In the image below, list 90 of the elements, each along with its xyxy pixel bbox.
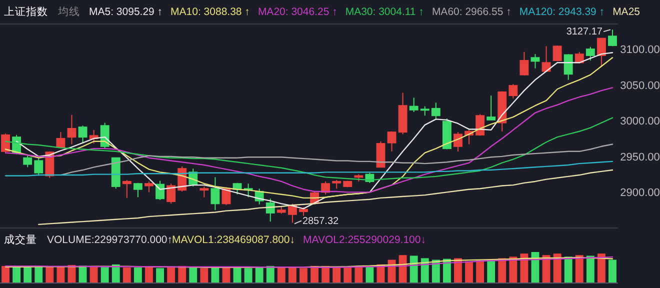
bar — [344, 268, 352, 283]
candlestick — [56, 132, 66, 148]
text: MA30: 3004.11 ↑ — [345, 6, 424, 18]
bar — [288, 268, 296, 283]
bar — [553, 254, 562, 283]
series-label: MAVOL2:255290029.100↓ — [302, 234, 426, 246]
text: MA20: 3046.25 ↑ — [258, 6, 338, 18]
candlestick — [288, 203, 297, 224]
bar — [100, 266, 109, 283]
bar — [255, 268, 264, 283]
bar — [145, 266, 153, 283]
candlestick — [122, 180, 132, 198]
candlestick — [166, 183, 176, 204]
annotation: 3127.17 — [566, 26, 603, 38]
text: MA5: 3095.29 ↑ — [89, 6, 163, 18]
bar — [410, 256, 418, 283]
text: MA10: 3088.38 ↑ — [170, 6, 250, 18]
bar — [575, 255, 584, 283]
bar — [90, 266, 98, 283]
bar — [2, 266, 10, 283]
candlestick — [23, 155, 32, 168]
candlestick — [156, 180, 164, 201]
series-label: MAVOL1:238469087.800↓ — [172, 234, 295, 246]
bar — [12, 266, 21, 283]
candlestick — [387, 130, 396, 152]
bar — [487, 260, 496, 283]
bar — [178, 266, 186, 283]
line-series — [38, 169, 614, 226]
bar — [332, 268, 341, 283]
candlestick — [409, 97, 418, 113]
bar — [476, 260, 484, 283]
candlestick — [420, 106, 430, 116]
bar — [46, 266, 54, 283]
series-label: VOLUME:229973770.000↑ — [47, 234, 173, 246]
candlestick — [1, 133, 10, 154]
bar — [200, 268, 208, 283]
text: MA120: 2943.39 ↑ — [519, 6, 605, 18]
bar — [398, 255, 407, 283]
text: MA25 — [612, 6, 640, 18]
candlestick — [596, 38, 606, 68]
bar — [189, 268, 198, 283]
candlestick — [376, 140, 386, 168]
candlestick — [431, 102, 440, 120]
bar — [300, 268, 308, 283]
candlestick — [34, 158, 44, 176]
candlestick — [200, 186, 209, 198]
legend-title: 均线 — [57, 5, 80, 18]
candlestick — [67, 114, 76, 145]
candlestick — [530, 54, 540, 69]
candlestick — [486, 95, 496, 120]
candlestick — [454, 132, 462, 152]
bar — [564, 256, 572, 283]
candlestick — [144, 180, 154, 193]
chart-title: 成交量 — [4, 233, 37, 246]
bar — [34, 266, 43, 283]
y-tick-label: 3050.00 — [620, 80, 660, 92]
y-tick-label: 3000.00 — [620, 116, 660, 128]
bar — [167, 268, 176, 283]
bar — [509, 256, 518, 283]
candlestick — [564, 54, 573, 80]
bar — [277, 268, 286, 283]
bar — [24, 268, 32, 283]
annotation: 2857.32 — [302, 216, 340, 227]
bar — [597, 254, 606, 283]
y-tick-label: 3100.00 — [620, 44, 660, 56]
bar — [608, 260, 616, 283]
bar — [56, 266, 65, 283]
candlestick — [508, 84, 518, 99]
bar — [244, 268, 252, 283]
candlestick — [210, 176, 220, 211]
candlestick — [78, 125, 88, 144]
bar — [266, 266, 274, 283]
candlestick — [586, 46, 595, 62]
bar — [134, 268, 142, 283]
candlestick — [133, 182, 142, 198]
bar — [366, 266, 374, 283]
bar — [211, 266, 220, 283]
bar — [465, 261, 473, 283]
bar — [354, 266, 363, 283]
bar — [520, 254, 528, 283]
bar — [122, 268, 131, 283]
candlestick — [520, 51, 529, 76]
bar — [586, 256, 594, 283]
line-series — [60, 144, 614, 176]
candlestick — [608, 29, 617, 47]
y-tick-label: 2900.00 — [620, 187, 660, 200]
y-tick-label: 2950.00 — [620, 151, 660, 164]
chart-title: 上证指数 — [4, 5, 48, 18]
bar — [156, 268, 164, 283]
text: MA60: 2966.55 ↑ — [432, 6, 512, 18]
